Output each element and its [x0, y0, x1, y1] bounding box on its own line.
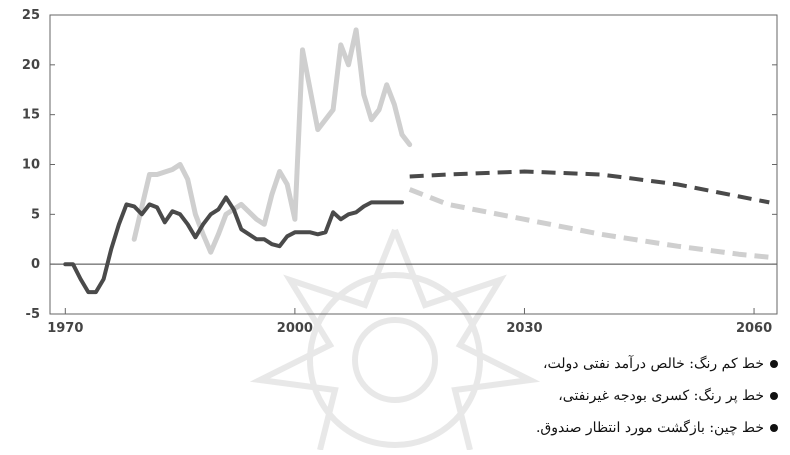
y-tick-label: -5	[26, 307, 40, 322]
y-tick-label: 20	[22, 58, 40, 73]
y-tick-label: 15	[22, 108, 40, 123]
bullet-icon	[770, 360, 778, 368]
legend-item-dashed-line: خط چین: بازگشت مورد انتظار صندوق.	[18, 412, 778, 444]
x-tick-label: 1970	[47, 321, 83, 336]
watermark-logo	[250, 228, 540, 450]
legend-text: خط چین: بازگشت مورد انتظار صندوق.	[535, 420, 764, 436]
legend-text: خط پر رنگ: کسری بودجه غیرنفتی،	[558, 388, 764, 404]
chart-axes	[49, 14, 778, 315]
bullet-icon	[770, 392, 778, 400]
y-tick-label: 25	[22, 8, 40, 23]
x-tick-label: 2060	[736, 321, 772, 336]
light-solid-series-line	[131, 27, 413, 255]
x-tick-label: 2030	[506, 321, 542, 336]
legend-text: خط کم رنگ: خالص درآمد نفتی دولت،	[543, 356, 764, 372]
dark-dashed-series-line	[409, 169, 770, 205]
legend-item-light-line: خط کم رنگ: خالص درآمد نفتی دولت،	[18, 348, 778, 380]
bullet-icon	[770, 424, 778, 432]
light-dashed-series-line	[408, 187, 770, 260]
y-tick-label: 5	[31, 207, 40, 222]
y-tick-label: 10	[22, 158, 40, 173]
y-tick-label: 0	[31, 257, 40, 272]
legend: خط کم رنگ: خالص درآمد نفتی دولت، خط پر ر…	[18, 348, 778, 444]
tick-labels: 25 20 15 10 5 0 -5 1970 2000 2030 2060	[22, 8, 772, 336]
legend-item-dark-line: خط پر رنگ: کسری بودجه غیرنفتی،	[18, 380, 778, 412]
x-tick-label: 2000	[277, 321, 313, 336]
dark-solid-series-line	[63, 195, 404, 295]
series-lines	[63, 27, 770, 295]
line-chart: 25 20 15 10 5 0 -5 1970 2000 2030 2060	[22, 8, 778, 336]
